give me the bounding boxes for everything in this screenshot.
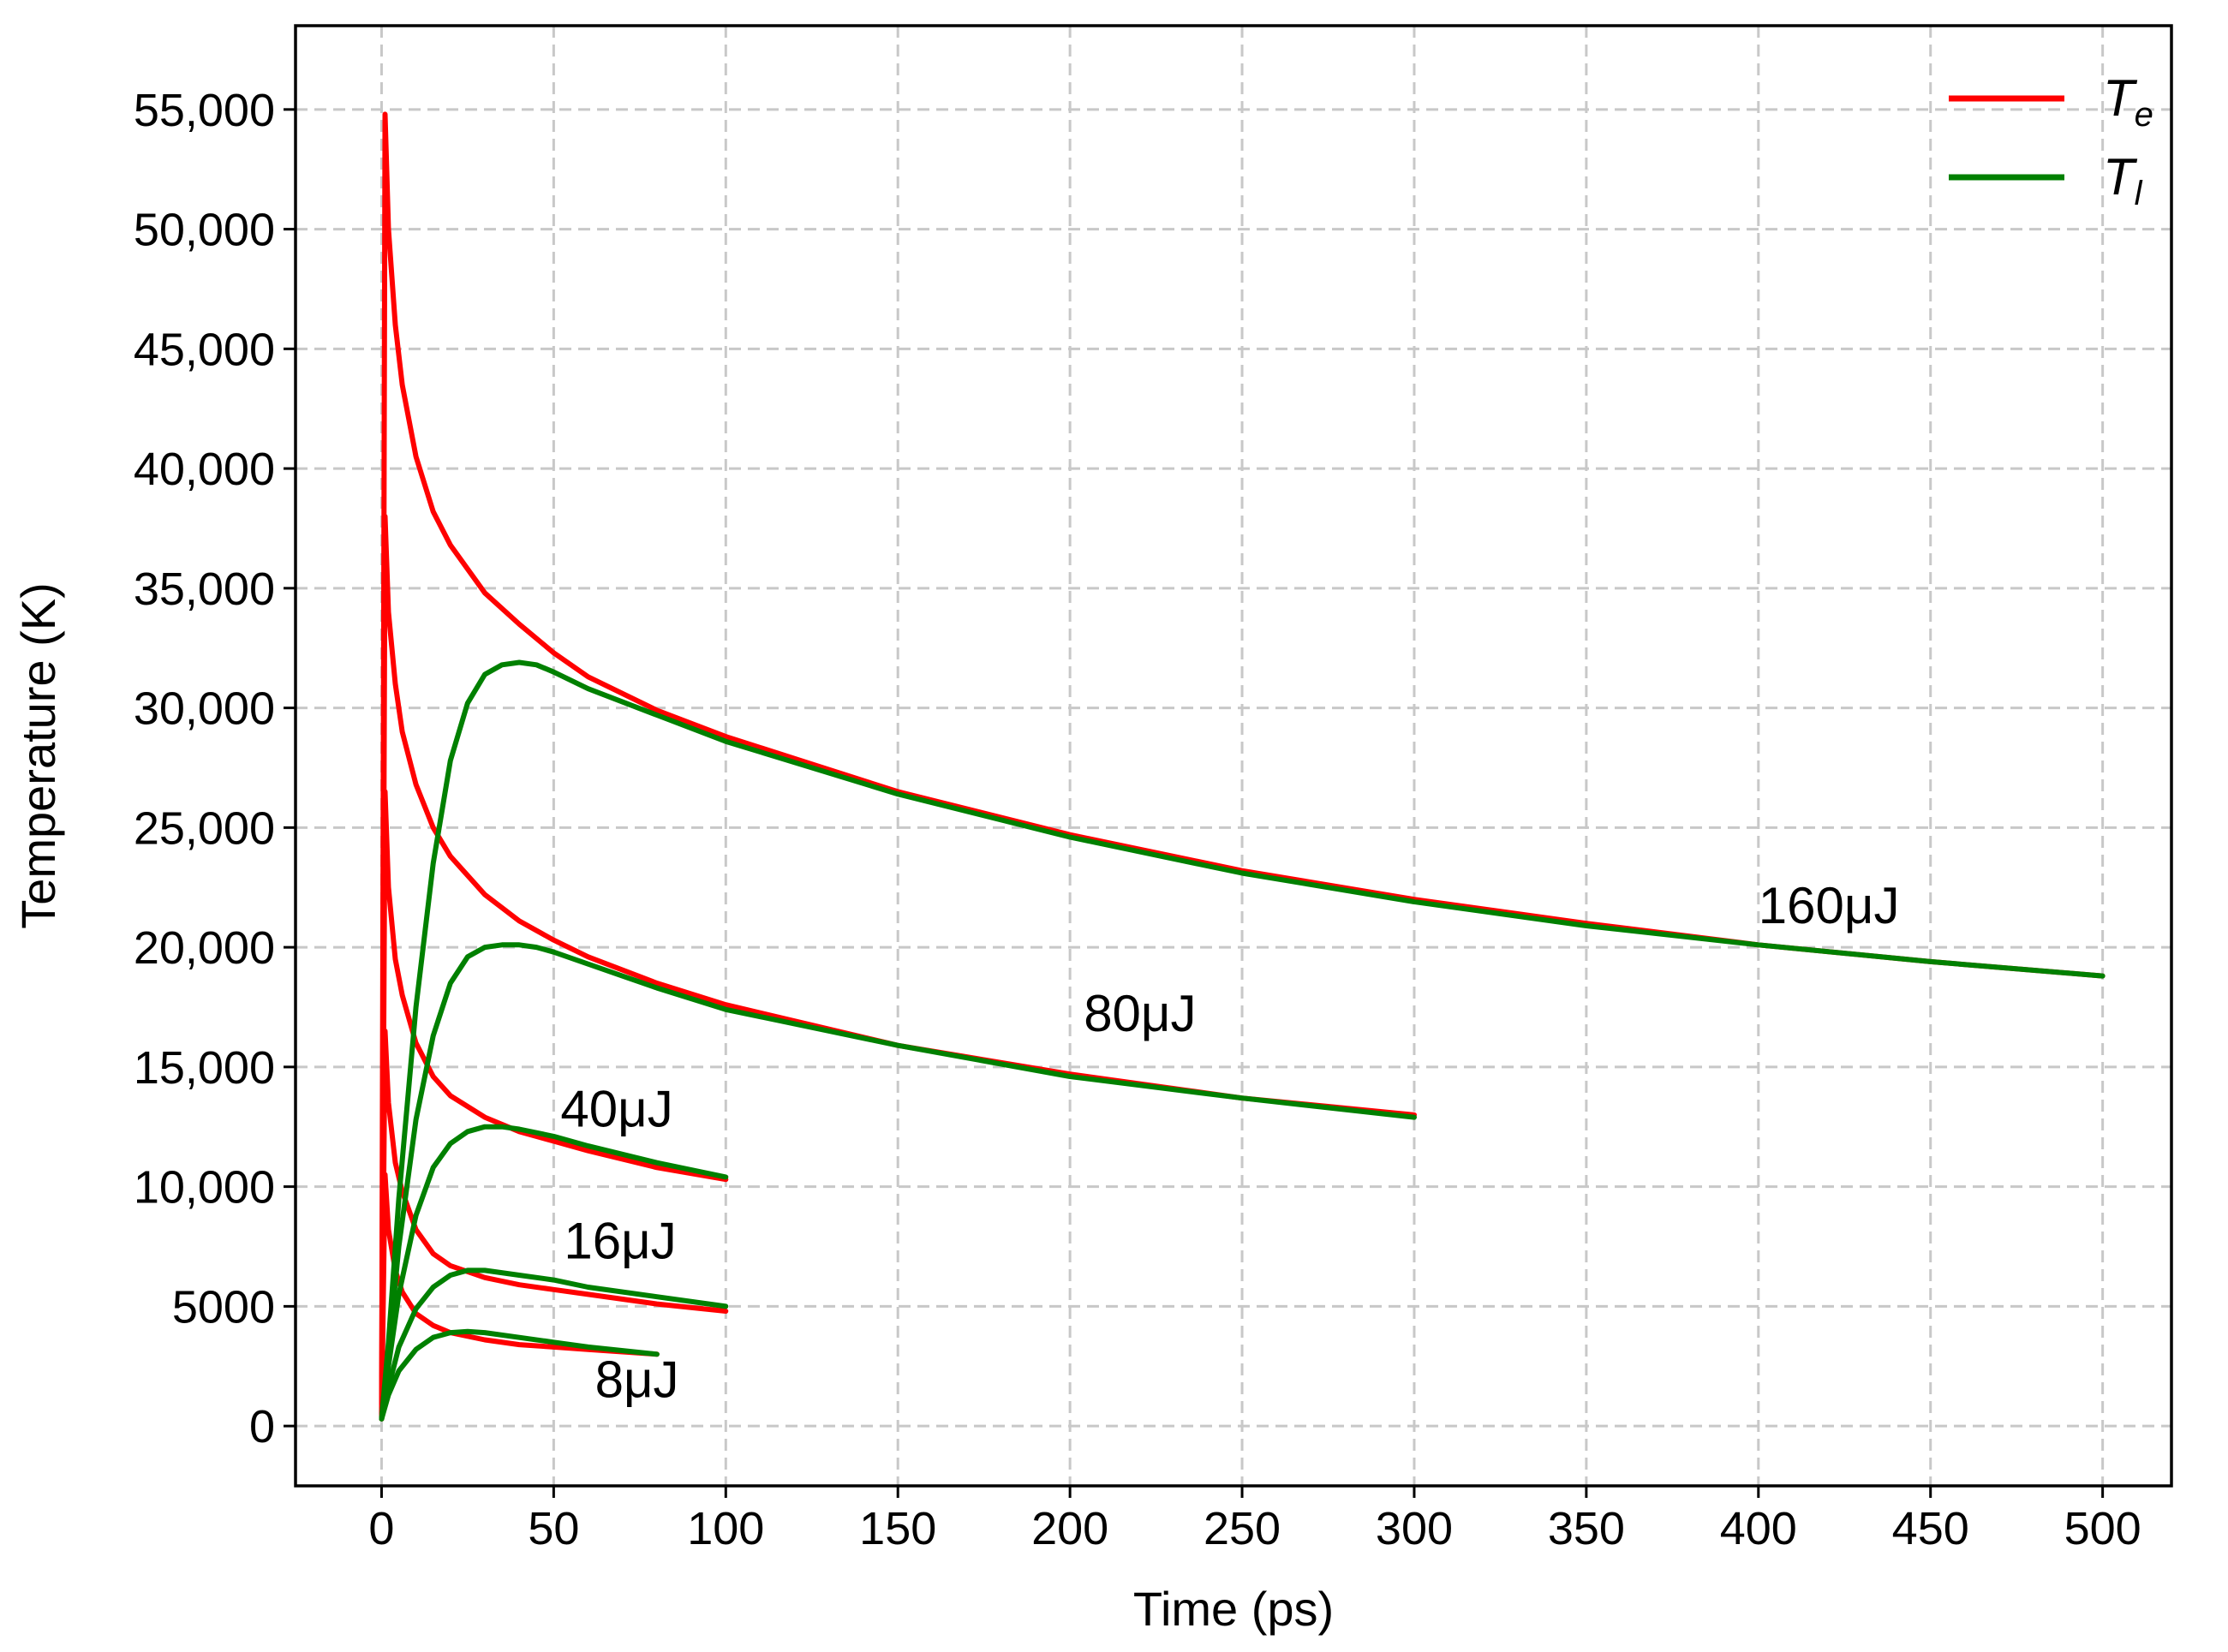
lattice-temp-line-8μJ xyxy=(379,1328,660,1422)
series-layer xyxy=(379,111,2106,1422)
lattice-temp-line-40μJ xyxy=(379,1124,729,1422)
y-tick-label: 35,000 xyxy=(134,564,275,615)
annotations: 160μJ 80μJ 40μJ 16μJ 8μJ xyxy=(560,877,1899,1408)
y-tick-label: 5000 xyxy=(172,1281,275,1333)
x-tick-label: 0 xyxy=(368,1503,394,1554)
electron-temp-line-16μJ xyxy=(379,1028,729,1422)
energy-annotation: 8μJ xyxy=(595,1351,679,1409)
x-axis: 0 50 100 150 200 250 300 350 400 450 500 xyxy=(368,1486,2141,1554)
x-tick-label: 450 xyxy=(1892,1503,1969,1554)
legend-label: Te xyxy=(2103,69,2153,134)
y-tick-label: 15,000 xyxy=(134,1042,275,1094)
energy-annotation: 160μJ xyxy=(1759,877,1900,934)
y-tick-label: 50,000 xyxy=(134,205,275,256)
grid-lines xyxy=(296,26,2171,1486)
lattice-temp-line-160μJ xyxy=(379,659,2106,1422)
y-tick-label: 0 xyxy=(249,1401,275,1452)
lattice-temp-line-80μJ xyxy=(379,942,1417,1422)
x-tick-label: 50 xyxy=(528,1503,579,1554)
y-tick-label: 10,000 xyxy=(134,1162,275,1214)
electron-temp-line-40μJ xyxy=(379,789,729,1422)
x-tick-label: 150 xyxy=(859,1503,936,1554)
x-tick-label: 500 xyxy=(2064,1503,2141,1554)
legend: Te Tl xyxy=(1949,69,2153,212)
energy-annotation: 80μJ xyxy=(1084,985,1196,1042)
x-tick-label: 300 xyxy=(1376,1503,1453,1554)
y-tick-label: 45,000 xyxy=(134,324,275,375)
y-tick-label: 30,000 xyxy=(134,683,275,735)
x-tick-label: 250 xyxy=(1204,1503,1281,1554)
y-tick-label: 40,000 xyxy=(134,444,275,495)
legend-label: Tl xyxy=(2103,148,2143,212)
energy-annotation: 16μJ xyxy=(564,1212,676,1269)
lattice-temp-line-16μJ xyxy=(379,1267,729,1422)
y-tick-label: 55,000 xyxy=(134,85,275,136)
y-tick-label: 20,000 xyxy=(134,922,275,974)
electron-temp-line-8μJ xyxy=(379,1172,660,1422)
y-axis-label: Temperature (K) xyxy=(11,582,65,929)
energy-annotation: 40μJ xyxy=(560,1081,672,1138)
x-tick-label: 350 xyxy=(1548,1503,1625,1554)
y-axis: 0 5000 10,000 15,000 20,000 25,000 30,000 35,00… xyxy=(134,85,296,1452)
plot-frame xyxy=(294,24,2173,1488)
x-axis-label: Time (ps) xyxy=(1133,1582,1334,1636)
x-tick-label: 400 xyxy=(1720,1503,1797,1554)
y-tick-label: 25,000 xyxy=(134,802,275,854)
x-tick-label: 100 xyxy=(687,1503,764,1554)
x-tick-label: 200 xyxy=(1031,1503,1108,1554)
